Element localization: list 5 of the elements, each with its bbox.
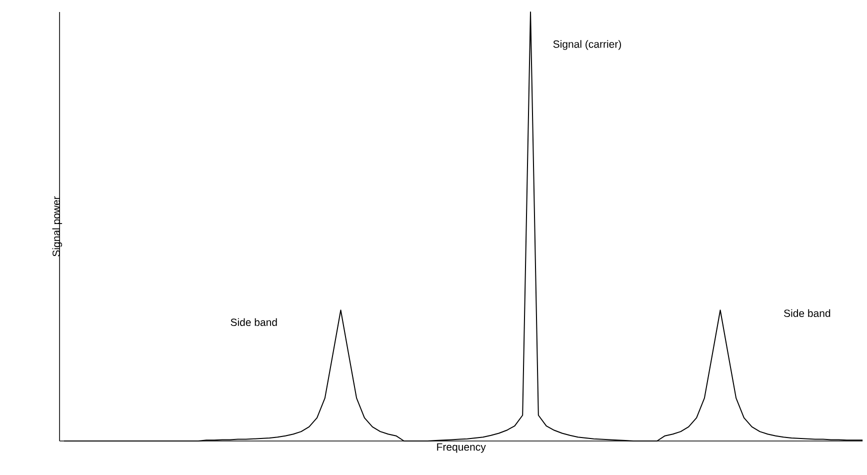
annotation: Side band — [230, 318, 277, 326]
y-axis-title: Signal power — [52, 196, 62, 256]
annotation: Signal (carrier) — [553, 40, 621, 50]
x-axis-title: Frequency — [437, 443, 486, 453]
annotation: Side band — [784, 309, 830, 318]
